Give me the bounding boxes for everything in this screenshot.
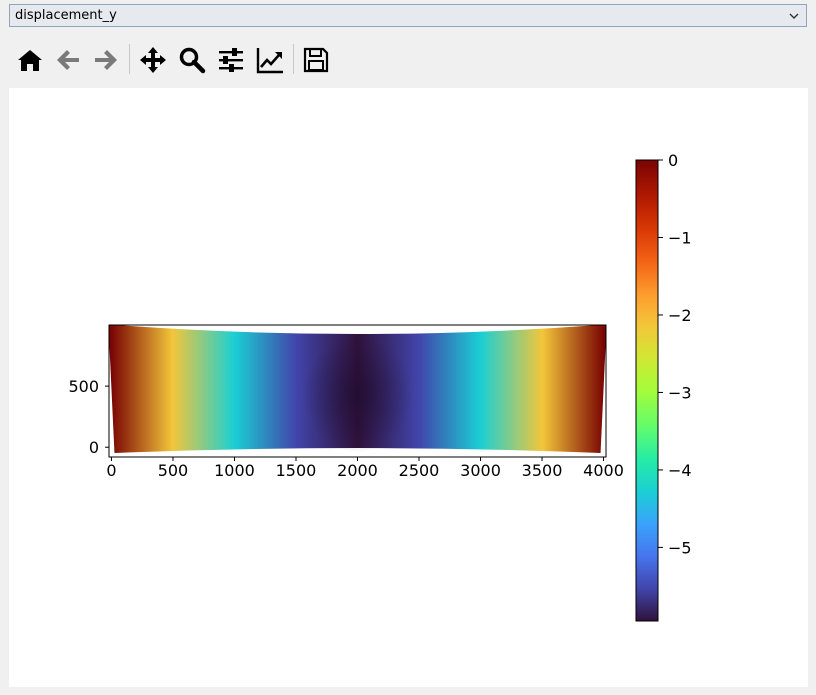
x-tick-label: 500 bbox=[158, 461, 189, 480]
pan-icon bbox=[140, 47, 166, 73]
zoom-icon bbox=[179, 47, 206, 74]
back-button[interactable] bbox=[50, 40, 86, 80]
y-axis: 0 500 bbox=[68, 377, 109, 457]
x-axis: 0 500 1000 1500 2000 2500 3000 3500 4000 bbox=[106, 457, 624, 480]
plot-canvas[interactable]: 0 500 1000 1500 2000 2500 3000 3500 4000 0 500 0 −… bbox=[9, 88, 808, 687]
forward-button[interactable] bbox=[88, 40, 124, 80]
colorbar bbox=[635, 159, 659, 622]
home-button[interactable] bbox=[12, 40, 48, 80]
colorbar-axis: 0 −1 −2 −3 −4 −5 bbox=[658, 151, 692, 557]
configure-subplots-button[interactable] bbox=[213, 40, 249, 80]
home-icon bbox=[18, 50, 42, 71]
toolbar-separator bbox=[129, 44, 130, 74]
plot-toolbar bbox=[10, 40, 350, 80]
back-arrow-icon bbox=[57, 50, 79, 70]
x-tick-label: 2000 bbox=[337, 461, 378, 480]
x-tick-label: 0 bbox=[106, 461, 116, 480]
field-selector-value: displacement_y bbox=[15, 8, 117, 23]
y-tick-label: 0 bbox=[89, 438, 99, 457]
chevron-down-icon bbox=[789, 13, 799, 19]
x-tick-label: 3500 bbox=[522, 461, 563, 480]
save-icon bbox=[303, 47, 329, 73]
zoom-button[interactable] bbox=[174, 40, 210, 80]
heatmap-image bbox=[109, 325, 606, 454]
x-tick-label: 4000 bbox=[583, 461, 624, 480]
x-tick-label: 3000 bbox=[460, 461, 501, 480]
y-tick-label: 500 bbox=[68, 377, 99, 396]
save-button[interactable] bbox=[298, 40, 334, 80]
pan-button[interactable] bbox=[135, 40, 171, 80]
colorbar-tick-label: −2 bbox=[668, 306, 692, 325]
x-tick-label: 2500 bbox=[399, 461, 440, 480]
colorbar-tick-label: −1 bbox=[668, 228, 692, 247]
colorbar-tick-label: −5 bbox=[668, 538, 692, 557]
colorbar-tick-label: 0 bbox=[668, 151, 678, 170]
x-tick-label: 1000 bbox=[214, 461, 255, 480]
colorbar-tick-label: −3 bbox=[668, 383, 692, 402]
toolbar-separator bbox=[293, 44, 294, 74]
field-selector-dropdown[interactable]: displacement_y bbox=[9, 4, 807, 27]
colorbar-tick-label: −4 bbox=[668, 461, 692, 480]
x-tick-label: 1500 bbox=[276, 461, 317, 480]
subplots-config-icon bbox=[219, 48, 243, 72]
forward-arrow-icon bbox=[95, 50, 117, 70]
heatmap-figure: 0 500 1000 1500 2000 2500 3000 3500 4000 0 500 0 −… bbox=[68, 151, 692, 622]
edit-axes-button[interactable] bbox=[252, 40, 288, 80]
edit-axes-icon bbox=[256, 48, 283, 74]
